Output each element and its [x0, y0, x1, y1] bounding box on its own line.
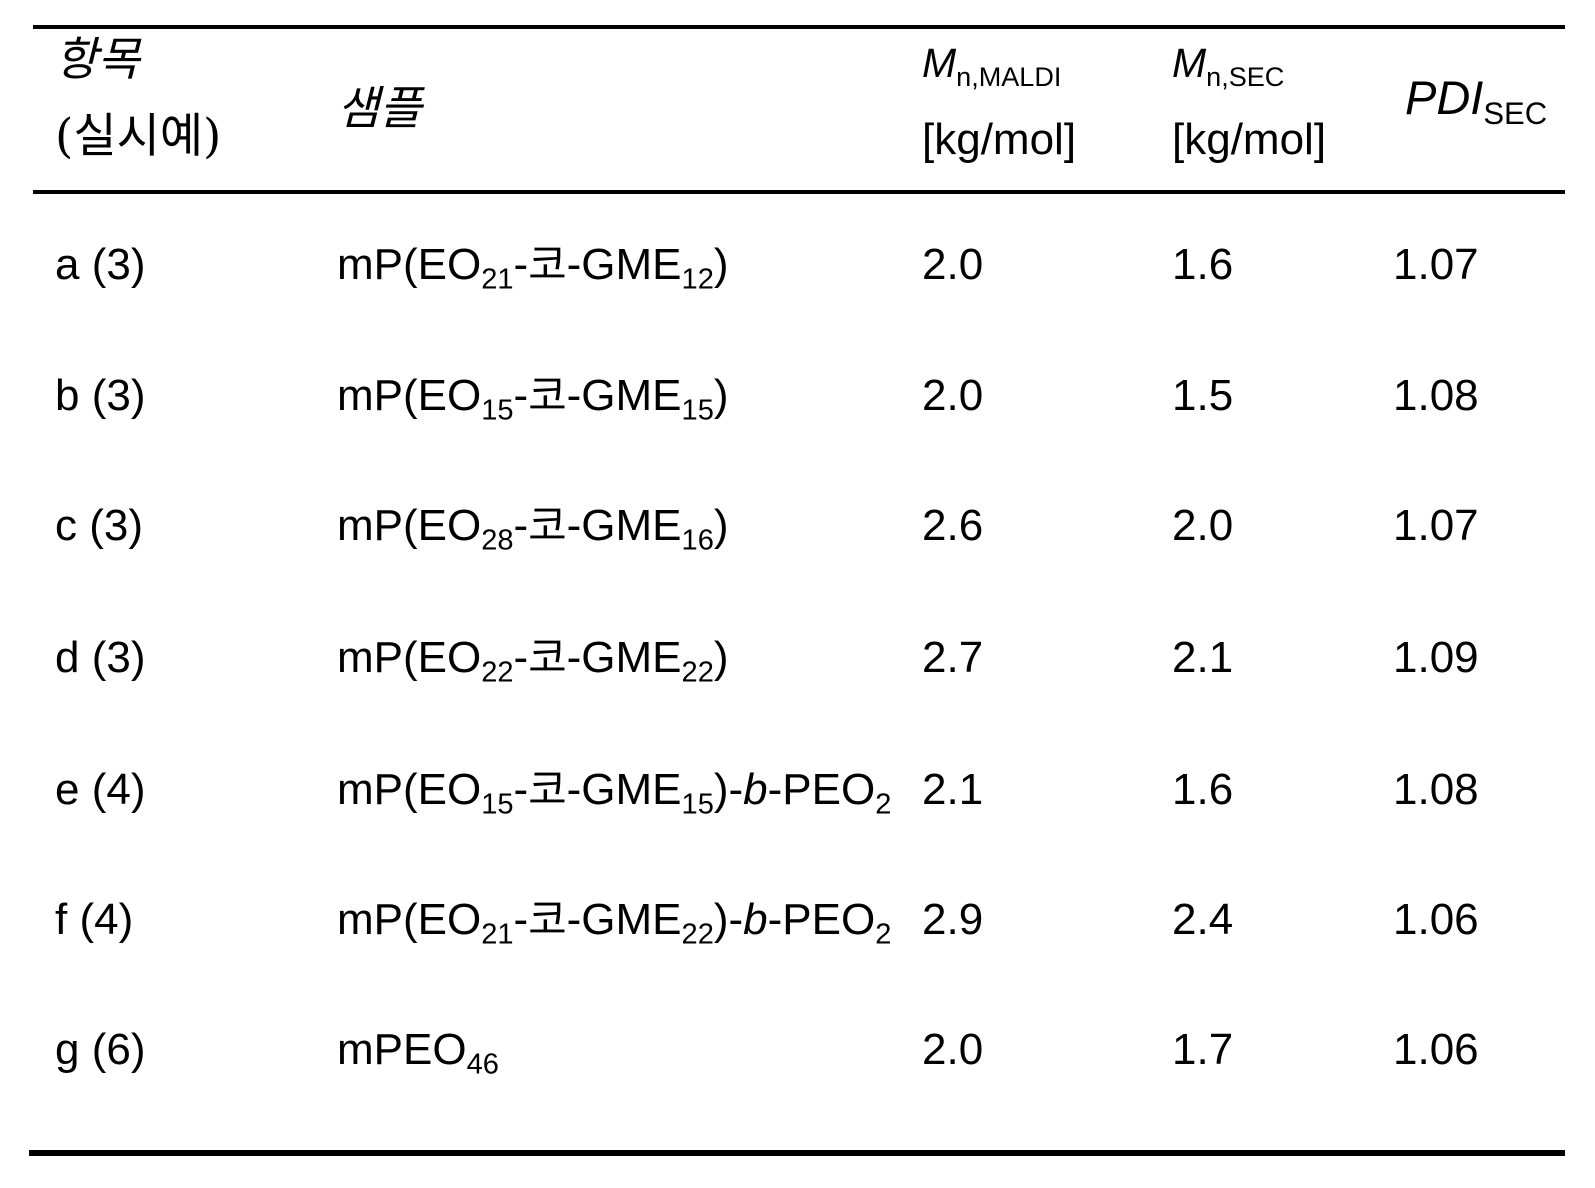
column-header-item-line2: (실시예) [55, 108, 222, 164]
cell-mn-maldi: 2.6 [922, 501, 984, 550]
column-header-mn-maldi: Mn,MALDI [kg/mol] [922, 40, 1076, 165]
column-header-mn-sec: Mn,SEC [kg/mol] [1172, 40, 1326, 165]
table-top-rule [33, 25, 1565, 29]
cell-pdi: 1.07 [1393, 501, 1479, 550]
cell-pdi: 1.06 [1393, 895, 1479, 944]
table-row: e (4) mP(EO15-코-GME15)-b-PEO2 2.1 1.6 1.… [0, 760, 1595, 821]
cell-mn-sec: 2.1 [1172, 633, 1234, 682]
cell-item: g (6) [55, 1025, 146, 1074]
cell-mn-maldi: 2.0 [922, 1025, 984, 1074]
column-header-sample: 샘플 [337, 81, 422, 135]
column-header-item: 항목 (실시예) [55, 34, 221, 162]
table-bottom-rule [29, 1150, 1565, 1156]
cell-pdi: 1.09 [1393, 633, 1479, 682]
cell-item: d (3) [55, 633, 146, 682]
column-header-mn-sec-unit: [kg/mol] [1172, 114, 1327, 164]
cell-mn-sec: 2.4 [1172, 895, 1234, 944]
cell-sample: mP(EO21-코-GME12) [337, 240, 729, 296]
cell-sample: mP(EO15-코-GME15) [337, 371, 729, 427]
table-row: d (3) mP(EO22-코-GME22) 2.7 2.1 1.09 [0, 628, 1595, 689]
column-header-pdi: PDISEC [1405, 71, 1548, 132]
cell-mn-maldi: 2.9 [922, 895, 984, 944]
cell-sample: mP(EO15-코-GME15)-b-PEO2 [337, 765, 892, 821]
cell-sample: mP(EO22-코-GME22) [337, 633, 729, 689]
cell-sample: mP(EO28-코-GME16) [337, 501, 729, 557]
cell-mn-sec: 1.6 [1172, 240, 1234, 289]
table-row: c (3) mP(EO28-코-GME16) 2.6 2.0 1.07 [0, 496, 1595, 557]
cell-mn-maldi: 2.0 [922, 371, 984, 420]
cell-mn-sec: 1.5 [1172, 371, 1234, 420]
cell-mn-sec: 1.6 [1172, 765, 1234, 814]
table-header-rule [33, 190, 1565, 194]
cell-mn-sec: 2.0 [1172, 501, 1234, 550]
cell-mn-maldi: 2.0 [922, 240, 984, 289]
cell-item: e (4) [55, 765, 146, 814]
column-header-item-line1: 항목 [55, 32, 140, 86]
column-header-mn-sec-symbol: Mn,SEC [1172, 40, 1285, 92]
cell-item: b (3) [55, 371, 146, 420]
cell-item: a (3) [55, 240, 146, 289]
column-header-mn-maldi-symbol: Mn,MALDI [922, 40, 1062, 92]
table-row: g (6) mPEO46 2.0 1.7 1.06 [0, 1020, 1595, 1081]
cell-item: f (4) [55, 895, 134, 944]
table-row: a (3) mP(EO21-코-GME12) 2.0 1.6 1.07 [0, 235, 1595, 296]
cell-mn-maldi: 2.1 [922, 765, 984, 814]
cell-pdi: 1.08 [1393, 765, 1479, 814]
table-row: f (4) mP(EO21-코-GME22)-b-PEO2 2.9 2.4 1.… [0, 890, 1595, 951]
cell-mn-sec: 1.7 [1172, 1025, 1234, 1074]
table-row: b (3) mP(EO15-코-GME15) 2.0 1.5 1.08 [0, 366, 1595, 427]
cell-item: c (3) [55, 501, 143, 550]
cell-sample: mPEO46 [337, 1025, 499, 1081]
cell-sample: mP(EO21-코-GME22)-b-PEO2 [337, 895, 892, 951]
column-header-mn-maldi-unit: [kg/mol] [922, 114, 1077, 164]
cell-pdi: 1.06 [1393, 1025, 1479, 1074]
cell-mn-maldi: 2.7 [922, 633, 984, 682]
cell-pdi: 1.07 [1393, 240, 1479, 289]
cell-pdi: 1.08 [1393, 371, 1479, 420]
